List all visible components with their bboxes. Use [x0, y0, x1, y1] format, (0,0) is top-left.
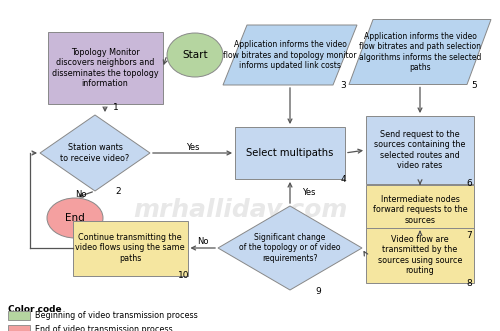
Text: 2: 2	[115, 186, 121, 196]
FancyBboxPatch shape	[8, 310, 30, 319]
Polygon shape	[40, 115, 150, 191]
Text: End: End	[65, 213, 85, 223]
Text: 7: 7	[466, 230, 472, 240]
Text: Color code: Color code	[8, 305, 62, 314]
Text: Video flow are
transmitted by the
sources using source
routing: Video flow are transmitted by the source…	[378, 235, 462, 275]
Text: 4: 4	[340, 174, 346, 183]
Text: Significant change
of the topology or of video
requirements?: Significant change of the topology or of…	[240, 233, 341, 263]
Text: 6: 6	[466, 179, 472, 188]
Text: Topology Monitor
discovers neighbors and
disseminates the topology
information: Topology Monitor discovers neighbors and…	[52, 48, 158, 88]
Text: Application informs the video
flow bitrates and path selection
algorithms inform: Application informs the video flow bitra…	[359, 32, 481, 72]
Ellipse shape	[167, 33, 223, 77]
Ellipse shape	[47, 198, 103, 238]
Text: Station wants
to receive video?: Station wants to receive video?	[60, 143, 130, 163]
Text: Application informs the video
flow bitrates and topology monitor
informs updated: Application informs the video flow bitra…	[223, 40, 357, 70]
FancyBboxPatch shape	[8, 324, 30, 331]
FancyBboxPatch shape	[48, 32, 162, 104]
Polygon shape	[218, 206, 362, 290]
Text: 9: 9	[315, 287, 321, 296]
Polygon shape	[223, 25, 357, 85]
Text: Continue transmitting the
video flows using the same
paths: Continue transmitting the video flows us…	[75, 233, 185, 263]
Text: Intermediate nodes
forward requests to the
sources: Intermediate nodes forward requests to t…	[372, 195, 468, 225]
Text: 8: 8	[466, 278, 472, 288]
Text: Yes: Yes	[302, 188, 316, 197]
Text: 1: 1	[113, 103, 119, 112]
FancyBboxPatch shape	[366, 227, 474, 282]
Text: 10: 10	[178, 271, 190, 280]
Text: 3: 3	[340, 80, 346, 89]
Text: End of video transmission process: End of video transmission process	[35, 324, 172, 331]
Text: Send request to the
sources containing the
selected routes and
video rates: Send request to the sources containing t…	[374, 130, 466, 170]
Text: Beginning of video transmission process: Beginning of video transmission process	[35, 310, 198, 319]
Text: Select multipaths: Select multipaths	[246, 148, 334, 158]
Text: Start: Start	[182, 50, 208, 60]
Text: 5: 5	[471, 80, 477, 89]
Text: No: No	[75, 190, 87, 199]
Text: mrhalliday.com: mrhalliday.com	[133, 198, 347, 222]
FancyBboxPatch shape	[366, 185, 474, 235]
Text: No: No	[197, 238, 208, 247]
Text: Yes: Yes	[186, 143, 199, 152]
Polygon shape	[349, 20, 491, 84]
FancyBboxPatch shape	[366, 116, 474, 184]
FancyBboxPatch shape	[235, 127, 345, 179]
FancyBboxPatch shape	[72, 220, 188, 275]
